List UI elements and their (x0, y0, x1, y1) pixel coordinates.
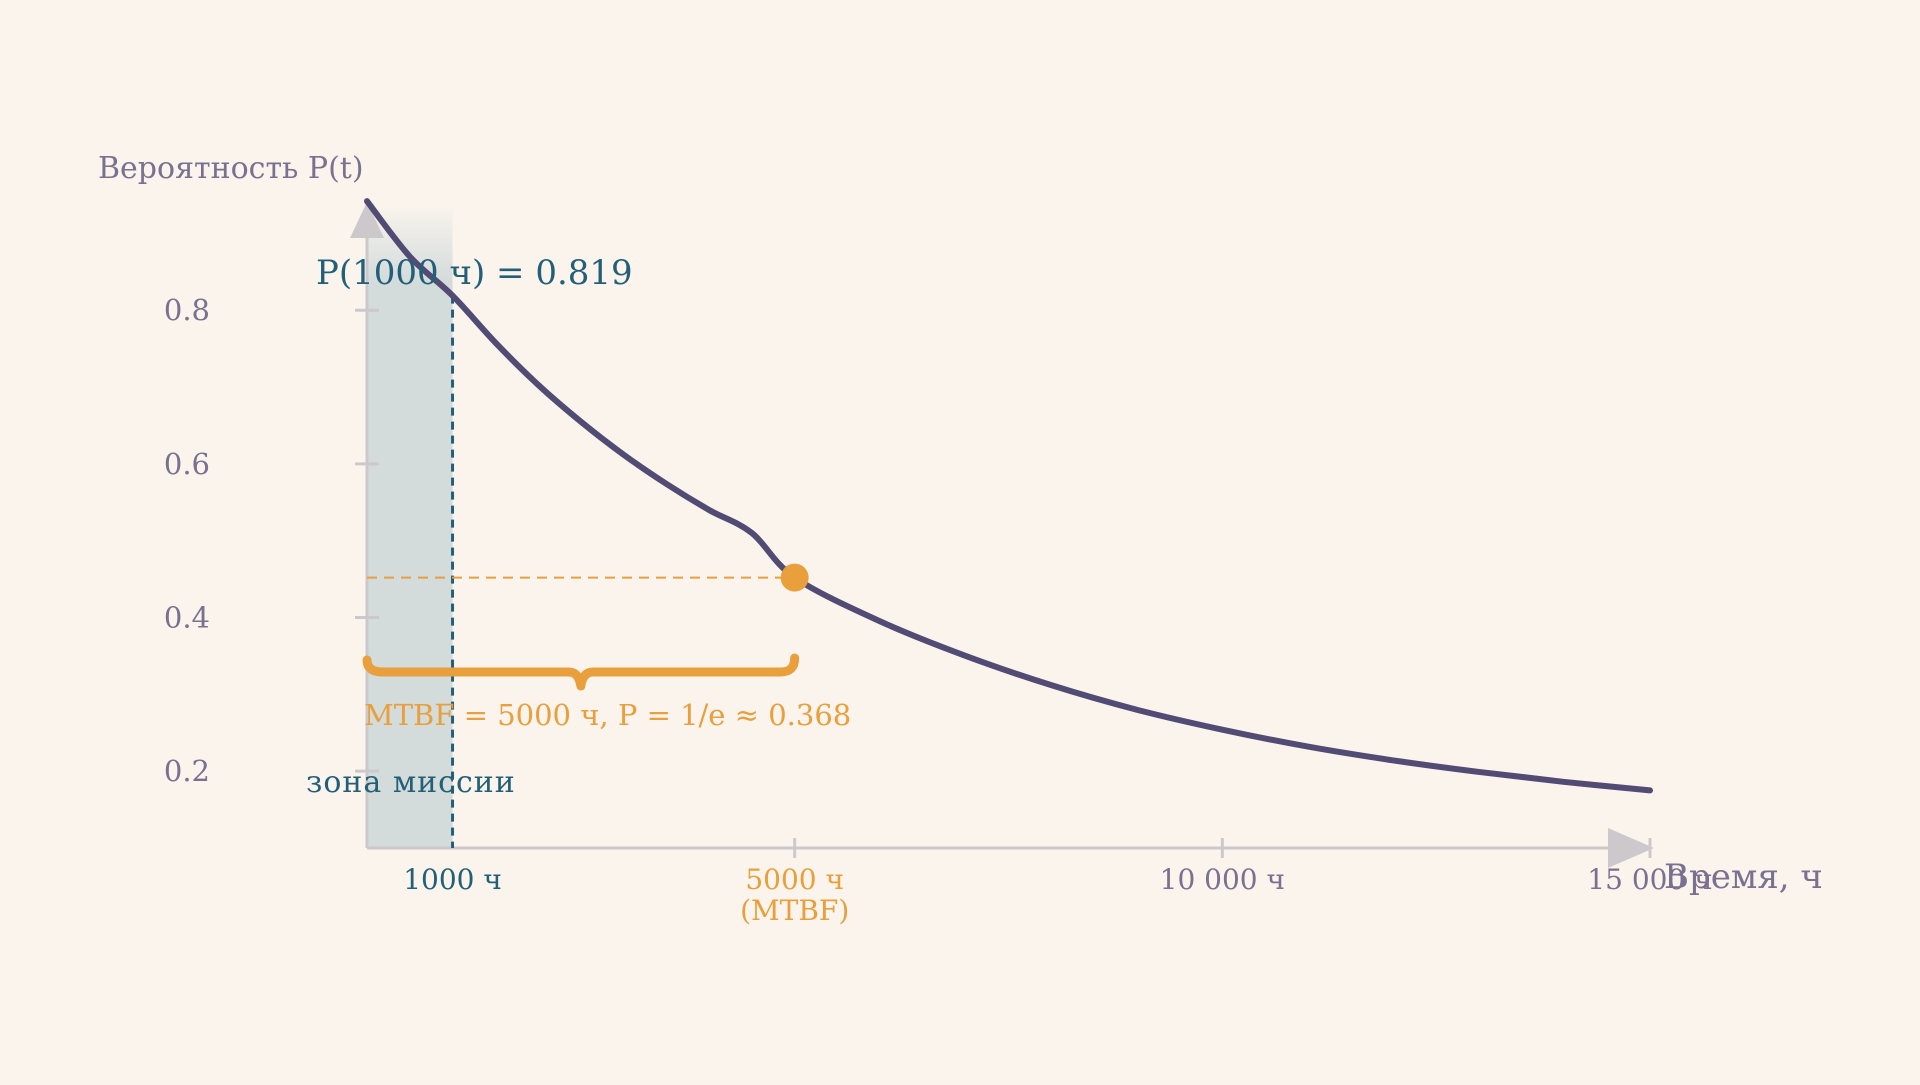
y-tick-label: 0.4 (164, 601, 210, 635)
x-tick-label: 5000 ч (745, 863, 844, 896)
x-tick-label: 10 000 ч (1160, 863, 1285, 896)
mtbf-brace (362, 653, 800, 691)
x-tick-label: 15 000 ч (1587, 863, 1712, 896)
y-tick-label: 0.8 (164, 293, 210, 327)
mission-value-label: P(1000 ч) = 0.819 (316, 253, 633, 293)
x-axis-arrow (1608, 828, 1654, 868)
y-tick-label: 0.2 (164, 754, 210, 788)
y-tick-label: 0.6 (164, 447, 210, 481)
x-tick-label: 1000 ч (403, 863, 502, 896)
mission-zone-band (367, 205, 453, 848)
mtbf-label: MTBF = 5000 ч, P = 1/e ≈ 0.368 (364, 698, 851, 732)
y-axis-arrow (350, 202, 384, 238)
reliability-curve (364, 198, 1653, 794)
mtbf-point (780, 563, 809, 592)
x-axis-label: Время, ч (1664, 857, 1823, 897)
y-ticks: 0.8 0.6 0.4 0.2 (164, 293, 379, 788)
x-ticks: 1000 ч 5000 ч(MTBF) 10 000 ч 15 000 ч (403, 838, 1713, 927)
x-tick-sublabel: (MTBF) (740, 894, 849, 927)
y-axis-label: Вероятность P(t) (98, 151, 364, 186)
mission-zone-label: зона миссии (306, 765, 516, 800)
